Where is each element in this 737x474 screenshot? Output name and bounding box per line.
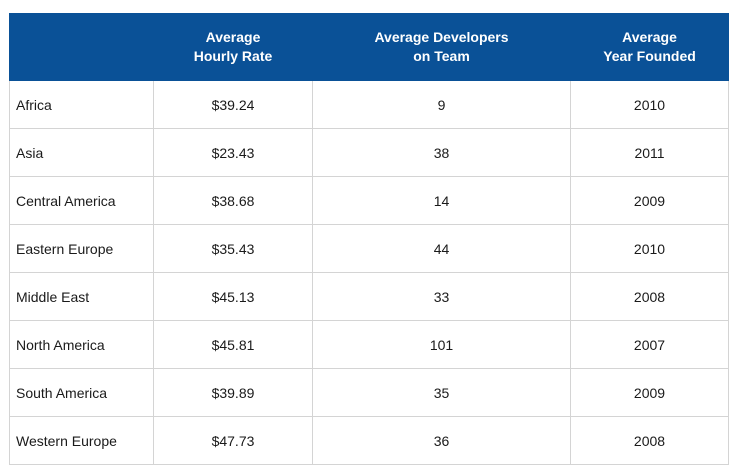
cell-hourly-rate: $39.24 xyxy=(153,80,313,129)
header-cell-year-founded: Average Year Founded xyxy=(570,13,729,81)
cell-hourly-rate: $39.89 xyxy=(153,368,313,417)
header-cell-developers: Average Developers on Team xyxy=(312,13,571,81)
cell-year-founded: 2010 xyxy=(570,224,729,273)
cell-developers: 38 xyxy=(312,128,571,177)
header-cell-region xyxy=(9,13,154,81)
table-row: Africa $39.24 9 2010 xyxy=(9,80,729,129)
cell-developers: 101 xyxy=(312,320,571,369)
table-row: Asia $23.43 38 2011 xyxy=(9,128,729,177)
cell-developers: 44 xyxy=(312,224,571,273)
header-label: Average xyxy=(205,29,261,45)
header-label: Year Founded xyxy=(603,48,696,64)
header-label: Hourly Rate xyxy=(193,48,273,64)
cell-year-founded: 2010 xyxy=(570,80,729,129)
cell-hourly-rate: $45.13 xyxy=(153,272,313,321)
cell-region: North America xyxy=(9,320,154,369)
cell-region: Africa xyxy=(9,80,154,129)
cell-region: Asia xyxy=(9,128,154,177)
cell-developers: 9 xyxy=(312,80,571,129)
cell-year-founded: 2008 xyxy=(570,272,729,321)
cell-developers: 33 xyxy=(312,272,571,321)
header-label: Average xyxy=(622,29,677,45)
cell-year-founded: 2007 xyxy=(570,320,729,369)
table-row: South America $39.89 35 2009 xyxy=(9,368,729,417)
cell-hourly-rate: $47.73 xyxy=(153,416,313,465)
cell-region: Central America xyxy=(9,176,154,225)
cell-region: South America xyxy=(9,368,154,417)
cell-hourly-rate: $23.43 xyxy=(153,128,313,177)
table-row: Middle East $45.13 33 2008 xyxy=(9,272,729,321)
cell-hourly-rate: $45.81 xyxy=(153,320,313,369)
cell-year-founded: 2009 xyxy=(570,368,729,417)
data-table: Average Hourly Rate Average Developers o… xyxy=(9,13,729,465)
table-row: Western Europe $47.73 36 2008 xyxy=(9,416,729,465)
cell-developers: 36 xyxy=(312,416,571,465)
cell-hourly-rate: $35.43 xyxy=(153,224,313,273)
cell-region: Middle East xyxy=(9,272,154,321)
header-label: Average Developers xyxy=(374,29,509,45)
table-row: North America $45.81 101 2007 xyxy=(9,320,729,369)
table-row: Eastern Europe $35.43 44 2010 xyxy=(9,224,729,273)
cell-year-founded: 2008 xyxy=(570,416,729,465)
header-cell-hourly-rate: Average Hourly Rate xyxy=(153,13,313,81)
cell-hourly-rate: $38.68 xyxy=(153,176,313,225)
cell-region: Eastern Europe xyxy=(9,224,154,273)
cell-year-founded: 2009 xyxy=(570,176,729,225)
cell-region: Western Europe xyxy=(9,416,154,465)
header-label: on Team xyxy=(413,48,470,64)
table-row: Central America $38.68 14 2009 xyxy=(9,176,729,225)
header-row: Average Hourly Rate Average Developers o… xyxy=(9,13,729,81)
cell-developers: 35 xyxy=(312,368,571,417)
cell-year-founded: 2011 xyxy=(570,128,729,177)
cell-developers: 14 xyxy=(312,176,571,225)
